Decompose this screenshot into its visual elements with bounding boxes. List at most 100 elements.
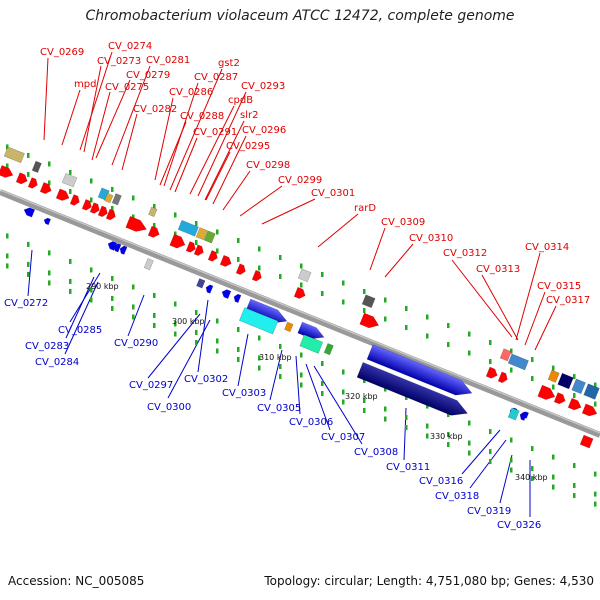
gene-label[interactable]: CV_0269 (40, 47, 84, 58)
gene-label[interactable]: CV_0303 (222, 388, 266, 399)
gene-label[interactable]: CV_0311 (386, 462, 430, 473)
gene-label[interactable]: CV_0316 (419, 476, 463, 487)
guide-dot (594, 491, 597, 497)
gene-label[interactable]: CV_0300 (147, 402, 191, 413)
gene-label[interactable]: CV_0296 (242, 125, 286, 136)
guide-dot (321, 391, 324, 397)
forward-gene-arrow (125, 215, 147, 232)
reverse-gene-arrow (23, 207, 36, 218)
forward-gene-arrow-shape (497, 371, 508, 384)
gene-label[interactable]: CV_0291 (193, 127, 237, 138)
gene-label[interactable]: rarD (354, 203, 376, 214)
gene-label[interactable]: CV_0299 (278, 175, 322, 186)
guide-dot (27, 152, 30, 158)
connector-line (384, 243, 414, 278)
guide-dot (279, 363, 282, 369)
connector-line (43, 57, 49, 141)
gene-label[interactable]: CV_0290 (114, 338, 158, 349)
guide-dot (468, 350, 471, 356)
forward-gene-arrow-shape (97, 205, 108, 218)
reverse-gene-box (196, 278, 206, 289)
forward-gene-arrow-shape (147, 225, 160, 238)
gene-label[interactable]: slr2 (240, 110, 258, 121)
guide-dot (27, 241, 30, 247)
gene-label[interactable]: CV_0312 (443, 248, 487, 259)
gene-label[interactable]: CV_0272 (4, 298, 48, 309)
gene-label[interactable]: CV_0275 (105, 82, 149, 93)
forward-gene-arrow (567, 397, 582, 411)
gene-label[interactable]: CV_0307 (321, 432, 365, 443)
gene-label[interactable]: CV_0310 (409, 233, 453, 244)
gene-label[interactable]: CV_0274 (108, 41, 152, 52)
gene-label[interactable]: CV_0295 (226, 141, 270, 152)
guide-dot (573, 463, 576, 469)
forward-gene-box (203, 230, 216, 244)
guide-dot (90, 197, 93, 203)
guide-dot (510, 437, 513, 443)
gene-label[interactable]: CV_0288 (180, 111, 224, 122)
guide-dot (90, 287, 93, 293)
gene-label[interactable]: gst2 (218, 58, 240, 69)
guide-dot (531, 376, 534, 382)
forward-gene-arrow-shape (567, 397, 582, 411)
guide-dot (153, 322, 156, 328)
gene-label[interactable]: CV_0317 (546, 295, 590, 306)
gene-label[interactable]: CV_0287 (194, 72, 238, 83)
forward-gene-arrow-shape (359, 312, 380, 329)
connector-line (95, 79, 131, 159)
guide-dot (216, 318, 219, 324)
gene-label[interactable]: CV_0306 (289, 417, 333, 428)
guide-dot (384, 316, 387, 322)
forward-gene-arrow-shape (105, 208, 116, 221)
forward-gene-box (3, 146, 25, 164)
gene-label[interactable]: CV_0315 (537, 281, 581, 292)
reverse-gene-box-shape (143, 258, 154, 271)
gene-label[interactable]: mpd (74, 79, 96, 90)
gene-label[interactable]: CV_0313 (476, 264, 520, 275)
forward-gene-arrow-shape (69, 194, 80, 206)
guide-dot (510, 348, 513, 354)
gene-label[interactable]: CV_0286 (169, 87, 213, 98)
gene-label[interactable]: CV_0273 (97, 56, 141, 67)
guide-dot (174, 212, 177, 218)
forward-gene-arrow (251, 269, 262, 282)
gene-label[interactable]: CV_0301 (311, 188, 355, 199)
gene-label[interactable]: CV_0285 (58, 325, 102, 336)
gene-label[interactable]: CV_0302 (184, 374, 228, 385)
guide-dot (489, 449, 492, 455)
reverse-gene-arrow-shape (521, 411, 530, 419)
gene-label[interactable]: CV_0326 (497, 520, 541, 531)
gene-label[interactable]: CV_0283 (25, 341, 69, 352)
gene-label[interactable]: CV_0284 (35, 357, 79, 368)
forward-gene-box-shape (148, 206, 158, 218)
gene-label[interactable]: CV_0309 (381, 217, 425, 228)
gene-label[interactable]: CV_0297 (129, 380, 173, 391)
guide-dot (426, 433, 429, 439)
gene-label[interactable]: CV_0281 (146, 55, 190, 66)
forward-gene-arrow-shape (81, 199, 92, 211)
guide-dot (489, 459, 492, 465)
connector-line (91, 91, 111, 161)
gene-label[interactable]: cpdB (228, 95, 253, 106)
guide-dot (153, 203, 156, 209)
gene-label[interactable]: CV_0298 (246, 160, 290, 171)
gene-label[interactable]: CV_0293 (241, 81, 285, 92)
reverse-gene-box-shape (299, 334, 324, 354)
forward-gene-box-shape (499, 348, 512, 362)
gene-label[interactable]: CV_0319 (467, 506, 511, 517)
guide-dot (6, 253, 9, 259)
reverse-gene-arrow-shape (356, 362, 468, 416)
forward-gene-arrow (89, 202, 100, 214)
gene-label[interactable]: CV_0279 (126, 70, 170, 81)
forward-gene-box (297, 268, 312, 283)
gene-label[interactable]: CV_0318 (435, 491, 479, 502)
forward-gene-arrow-shape (125, 215, 147, 232)
gene-label[interactable]: CV_0314 (525, 242, 569, 253)
forward-gene-arrow (185, 241, 196, 253)
forward-gene-box (104, 192, 114, 204)
gene-label[interactable]: CV_0282 (133, 104, 177, 115)
gene-label[interactable]: CV_0308 (354, 447, 398, 458)
connector-line (197, 91, 247, 197)
forward-gene-box-shape (104, 192, 114, 204)
gene-label[interactable]: CV_0305 (257, 403, 301, 414)
